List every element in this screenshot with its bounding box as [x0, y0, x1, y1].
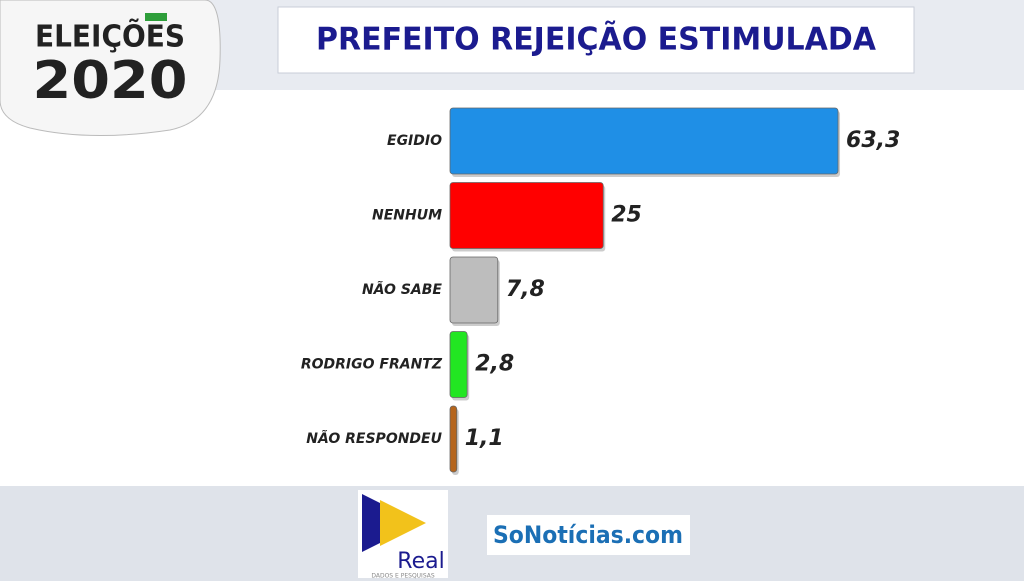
title-box — [277, 6, 915, 74]
category-label: NÃO RESPONDEU — [306, 430, 442, 447]
real-logo-text: Real — [397, 549, 444, 574]
value-label: 2,8 — [475, 352, 514, 377]
value-label: 25 — [611, 203, 642, 228]
category-label: NENHUM — [372, 208, 442, 224]
value-label: 7,8 — [506, 277, 545, 302]
logo-badge — [0, 0, 221, 136]
bar — [449, 182, 604, 249]
bar — [449, 331, 468, 398]
bar — [449, 107, 839, 175]
logo-line2: 2020 — [33, 51, 188, 111]
category-label: RODRIGO FRANTZ — [301, 357, 443, 373]
real-logo-tagline: DADOS E PESQUISAS — [371, 573, 435, 580]
chart-title: PREFEITO REJEIÇÃO ESTIMULADA — [316, 21, 876, 58]
bar — [449, 256, 499, 324]
category-label: NÃO SABE — [362, 281, 442, 298]
site-logo-text: SoNotícias.com — [493, 521, 683, 549]
logo-line1: ELEIÇÕES — [35, 18, 185, 55]
category-label: EGIDIO — [387, 133, 442, 149]
value-label: 63,3 — [846, 128, 900, 153]
site-logo-box — [487, 515, 690, 555]
logo-flag — [145, 13, 167, 21]
bar — [449, 405, 458, 473]
value-label: 1,1 — [465, 426, 504, 451]
real-logo-shape — [380, 500, 426, 546]
